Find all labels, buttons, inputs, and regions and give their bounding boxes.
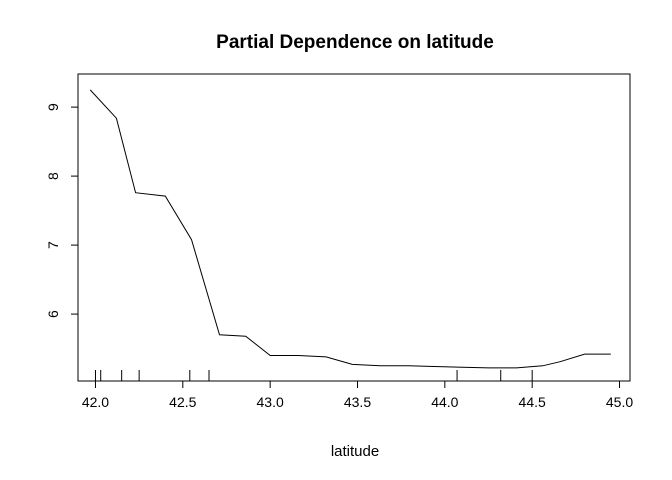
- y-tick-label: 8: [45, 172, 61, 180]
- rug-marks: [94, 370, 533, 381]
- y-tick-label: 6: [45, 310, 61, 318]
- y-tick-label: 9: [45, 103, 61, 111]
- x-tick-label: 44.0: [431, 394, 458, 410]
- x-tick-label: 44.5: [519, 394, 546, 410]
- x-axis: 42.0 42.5 43.0 43.5 44.0 44.5 45.0: [82, 381, 633, 410]
- partial-dependence-line: [89, 89, 611, 369]
- x-axis-label: latitude: [331, 443, 379, 460]
- x-tick-label: 42.5: [169, 394, 196, 410]
- x-tick-label: 43.0: [257, 394, 284, 410]
- x-tick-label: 43.5: [344, 394, 371, 410]
- x-tick-label: 45.0: [606, 394, 633, 410]
- x-tick-label: 42.0: [82, 394, 109, 410]
- chart-title: Partial Dependence on latitude: [216, 32, 494, 53]
- y-tick-label: 7: [45, 241, 61, 249]
- y-axis: 6 7 8 9: [45, 103, 78, 318]
- series-group: [89, 89, 611, 369]
- plot-frame: [77, 73, 631, 382]
